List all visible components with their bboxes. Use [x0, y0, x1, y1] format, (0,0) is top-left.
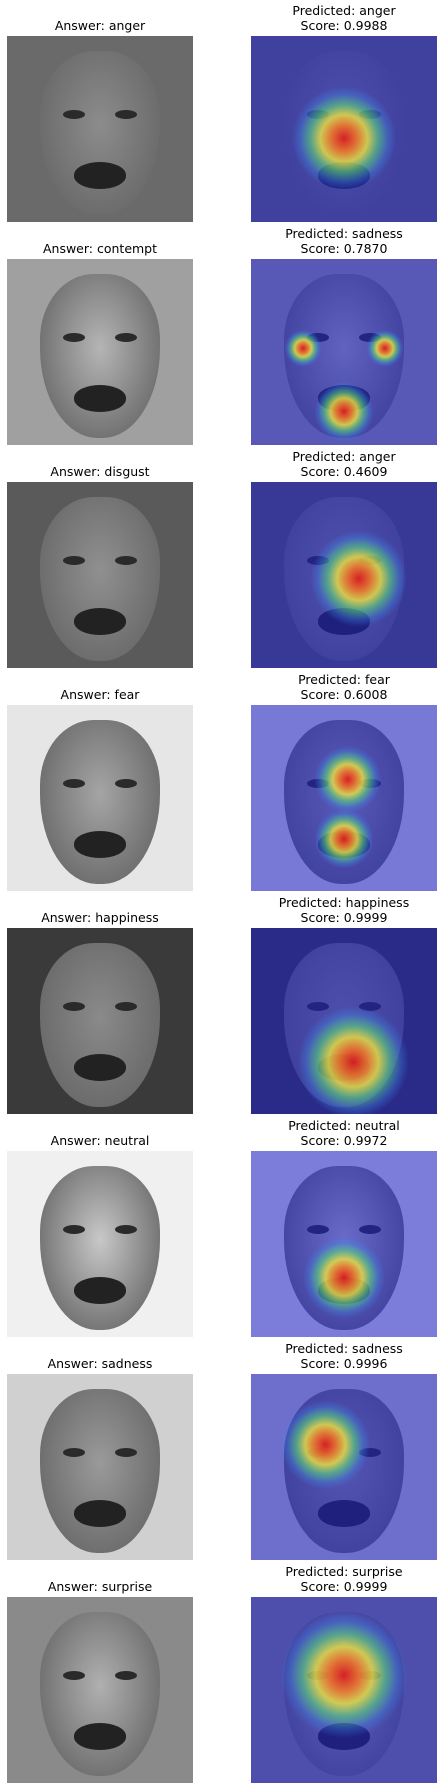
predicted-label: Predicted: surprise — [285, 1564, 403, 1579]
answer-label: Answer: disgust — [50, 464, 150, 479]
answer-label: Answer: fear — [60, 687, 140, 702]
face-image — [7, 705, 193, 891]
predicted-label: Predicted: anger — [292, 449, 396, 464]
predicted-label: Predicted: fear — [298, 672, 390, 687]
score-label: Score: 0.9999 — [300, 910, 388, 925]
answer-label: Answer: anger — [54, 18, 146, 33]
heatmap-hotspot — [251, 705, 437, 891]
heatmap-image — [251, 482, 437, 668]
predicted-label: Predicted: anger — [292, 3, 396, 18]
answer-label: Answer: neutral — [50, 1133, 150, 1148]
sample-row: Answer: surprise Predicted: surprise Score… — [0, 1561, 442, 1784]
answer-label: Answer: sadness — [47, 1356, 153, 1371]
predicted-label: Predicted: happiness — [278, 895, 410, 910]
score-label: Score: 0.7870 — [300, 241, 388, 256]
sample-row: Answer: neutral Predicted: neutral Score: … — [0, 1115, 442, 1338]
sample-row: Answer: fear Predicted: fear Score: 0.6008 — [0, 669, 442, 892]
face-image — [7, 1597, 193, 1783]
face-image — [7, 928, 193, 1114]
heatmap-hotspot — [251, 36, 437, 222]
heatmap-hotspot — [251, 928, 437, 1114]
face-image — [7, 1374, 193, 1560]
face-image — [7, 1151, 193, 1337]
heatmap-image — [251, 259, 437, 445]
heatmap-image — [251, 1151, 437, 1337]
sample-row: Answer: disgust Predicted: anger Score: 0.… — [0, 446, 442, 669]
face-image — [7, 259, 193, 445]
heatmap-hotspot — [251, 1151, 437, 1337]
predicted-label: Predicted: neutral — [288, 1118, 400, 1133]
heatmap-image — [251, 36, 437, 222]
heatmap-image — [251, 705, 437, 891]
sample-row: Answer: happiness Predicted: happiness Sco… — [0, 892, 442, 1115]
heatmap-hotspot — [251, 259, 437, 445]
face-image — [7, 36, 193, 222]
heatmap-image — [251, 1597, 437, 1783]
sample-row: Answer: anger Predicted: anger Score: 0.99… — [0, 0, 442, 223]
predicted-label: Predicted: sadness — [285, 1341, 403, 1356]
heatmap-hotspot — [251, 1597, 437, 1783]
score-label: Score: 0.9972 — [300, 1133, 388, 1148]
predicted-label: Predicted: sadness — [285, 226, 403, 241]
sample-row: Answer: sadness Predicted: sadness Score: … — [0, 1338, 442, 1561]
score-label: Score: 0.9988 — [300, 18, 388, 33]
answer-label: Answer: happiness — [41, 910, 159, 925]
sample-row: Answer: contempt Predicted: sadness Score:… — [0, 223, 442, 446]
answer-label: Answer: surprise — [47, 1579, 153, 1594]
face-image — [7, 482, 193, 668]
score-label: Score: 0.9996 — [300, 1356, 388, 1371]
score-label: Score: 0.4609 — [300, 464, 388, 479]
score-label: Score: 0.9999 — [300, 1579, 388, 1594]
score-label: Score: 0.6008 — [300, 687, 388, 702]
answer-label: Answer: contempt — [42, 241, 158, 256]
heatmap-hotspot — [251, 1374, 437, 1560]
heatmap-hotspot — [251, 482, 437, 668]
heatmap-image — [251, 928, 437, 1114]
heatmap-image — [251, 1374, 437, 1560]
